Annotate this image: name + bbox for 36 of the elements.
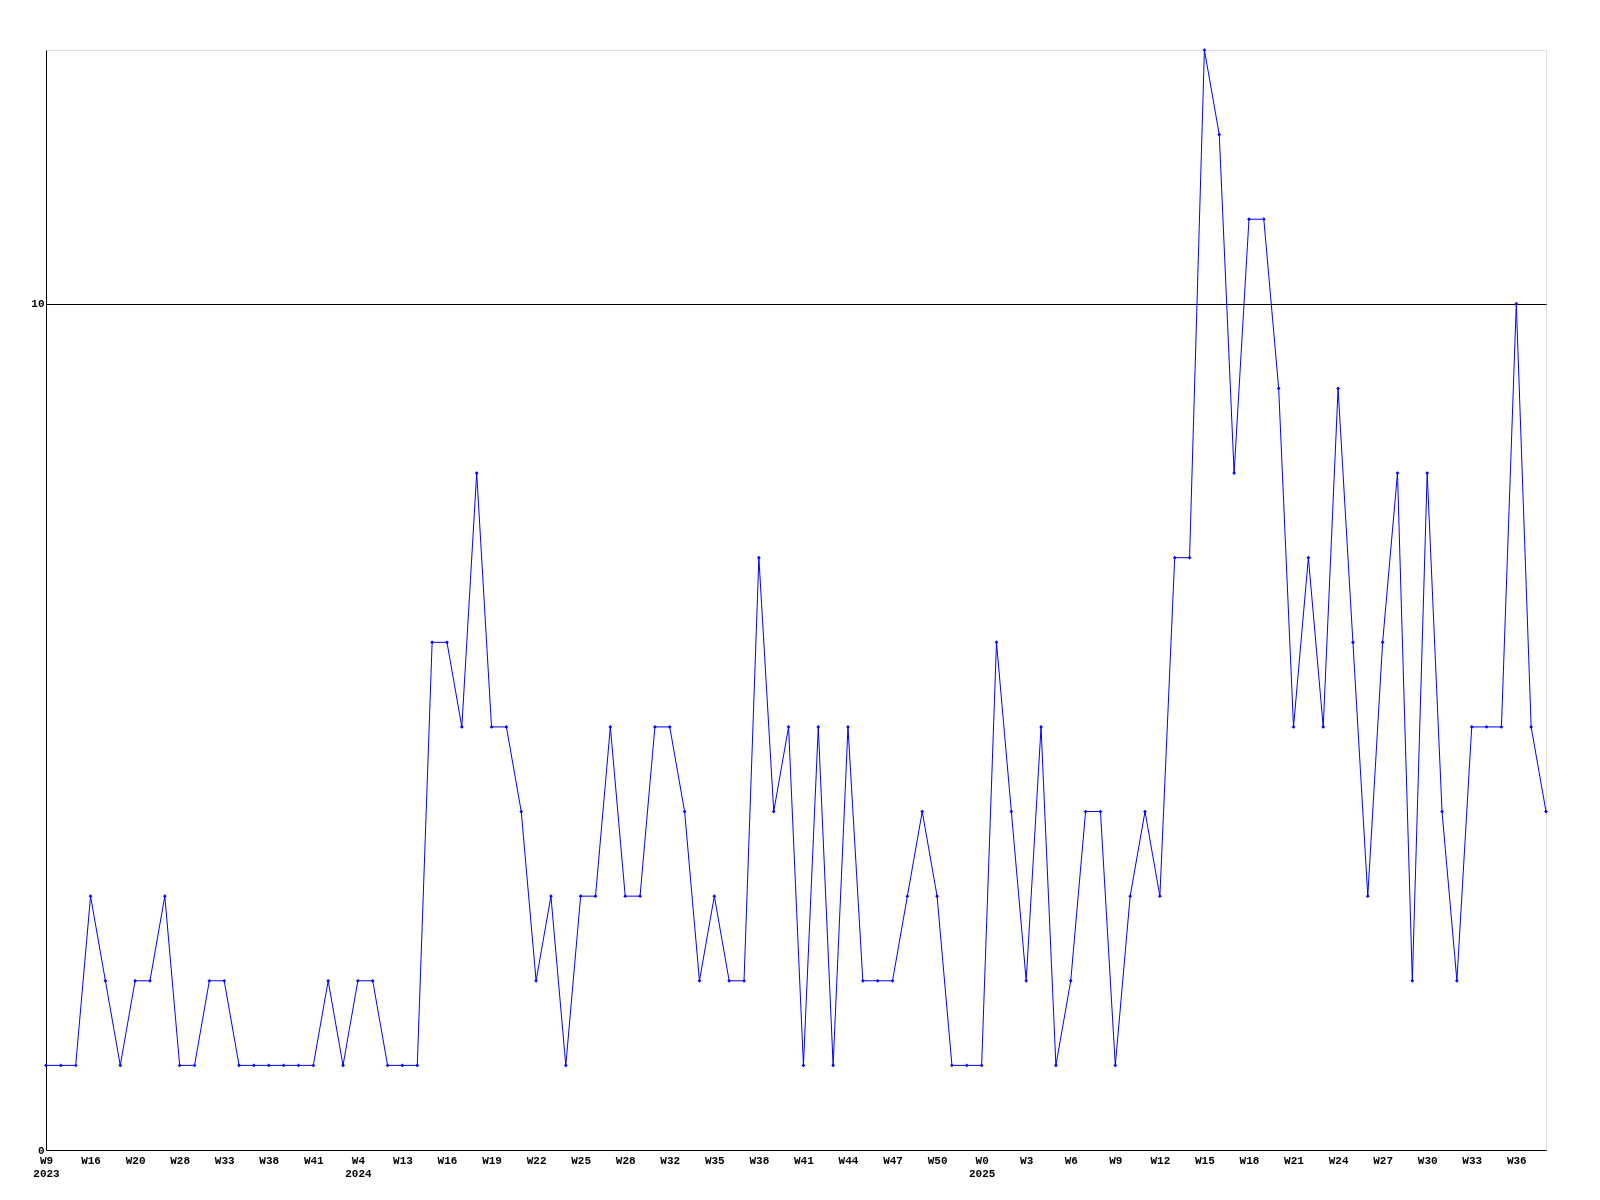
x-tick-label: W16 <box>437 1154 458 1167</box>
x-tick-label: W13 <box>393 1154 414 1167</box>
x-tick-label: W41 <box>303 1154 325 1167</box>
y-tick-label: 10 <box>31 298 45 311</box>
x-tick-label: W50 <box>927 1154 948 1167</box>
y-tick-label: 0 <box>37 1144 45 1157</box>
x-tick-label: W30 <box>1417 1154 1438 1167</box>
x-tick-label: W24 <box>1328 1154 1349 1167</box>
x-tick-label: W16 <box>81 1154 101 1167</box>
x-tick-label: W22 <box>526 1154 547 1167</box>
x-tick-label: W9 2023 <box>33 1154 61 1180</box>
x-tick-label: W47 <box>883 1154 903 1167</box>
x-tick-label: W38 <box>749 1154 770 1167</box>
x-tick-label: W27 <box>1373 1154 1394 1167</box>
x-tick-label: W4 2024 <box>345 1154 372 1180</box>
x-tick-label: W18 <box>1239 1154 1260 1167</box>
x-tick-label: W19 <box>482 1154 502 1167</box>
x-tick-label: W35 <box>704 1154 726 1167</box>
x-tick-label: W9 <box>1109 1154 1123 1167</box>
x-tick-label: W3 <box>1020 1154 1034 1167</box>
x-tick-label: W41 <box>794 1154 815 1167</box>
x-tick-label: W25 <box>571 1154 592 1167</box>
x-tick-label: W28 <box>615 1154 636 1167</box>
x-tick-label: W0 2025 <box>968 1154 996 1180</box>
x-tick-label: W33 <box>214 1154 236 1167</box>
x-tick-label: W6 <box>1064 1154 1078 1167</box>
x-tick-label: W21 <box>1284 1154 1305 1167</box>
x-tick-label: W44 <box>838 1154 859 1167</box>
x-tick-label: W12 <box>1150 1154 1171 1167</box>
x-tick-label: W38 <box>259 1154 280 1167</box>
x-tick-label: W32 <box>660 1154 681 1167</box>
x-tick-label: W20 <box>125 1154 146 1167</box>
x-tick-label: W33 <box>1462 1154 1483 1167</box>
x-tick-label: W36 <box>1506 1154 1527 1167</box>
x-tick-label: W28 <box>170 1154 191 1167</box>
x-tick-label: W15 <box>1195 1154 1216 1167</box>
